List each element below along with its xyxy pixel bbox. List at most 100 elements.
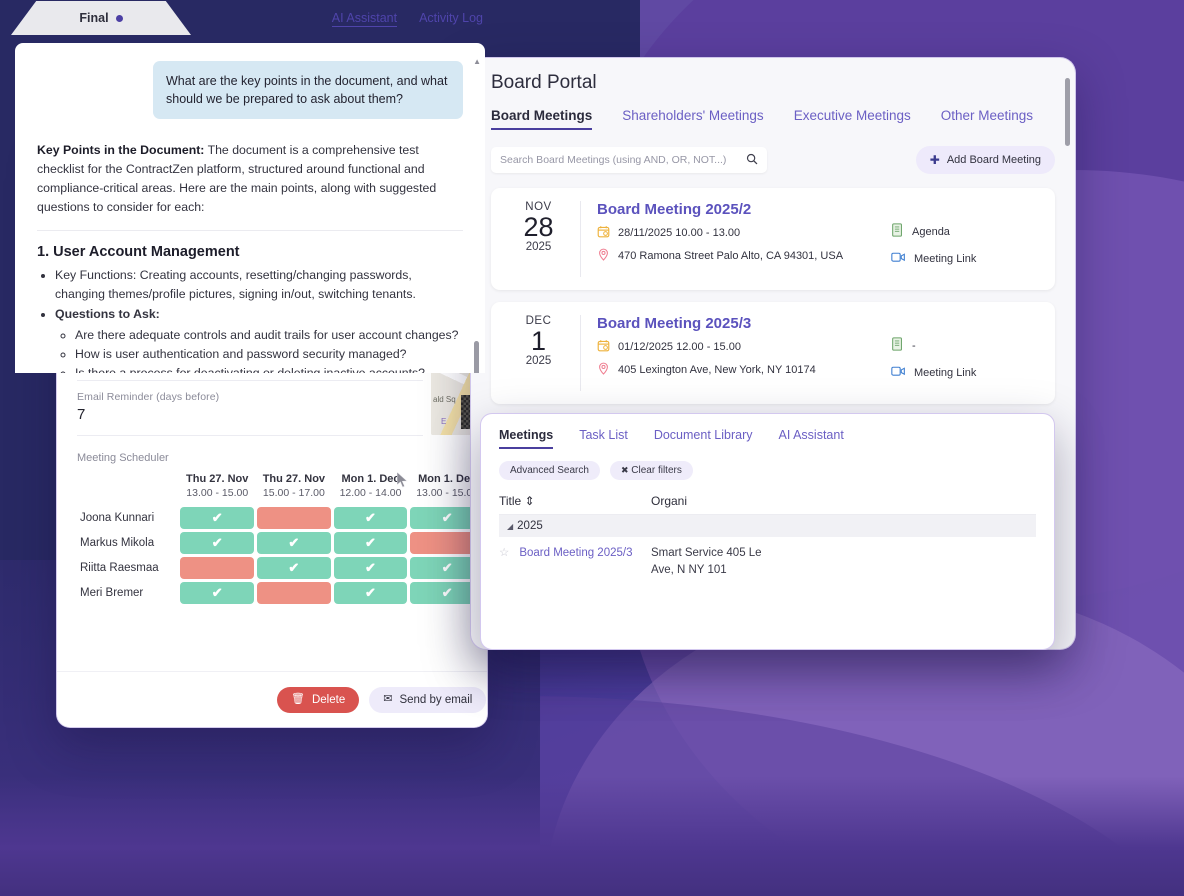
check-icon: ✔ bbox=[365, 509, 376, 525]
availability-table: Thu 27. Nov 13.00 - 15.00 Thu 27. Nov 15.00… bbox=[77, 470, 487, 607]
search-input[interactable]: Search Board Meetings (using AND, OR, NO… bbox=[491, 147, 767, 173]
tab-final[interactable]: Final bbox=[11, 1, 191, 35]
meeting-date-block: DEC 1 2025 bbox=[507, 315, 581, 391]
check-icon: ✔ bbox=[365, 534, 376, 550]
column-header-organizer[interactable]: Organi bbox=[651, 494, 688, 508]
availability-cell-no[interactable] bbox=[410, 531, 484, 554]
close-icon[interactable]: ✖ bbox=[620, 465, 629, 475]
agenda-label: Agenda bbox=[912, 225, 950, 238]
table-row[interactable]: ☆ Board Meeting 2025/3 Smart Service 405 … bbox=[499, 537, 1036, 580]
field-email-reminder: Email Reminder (days before) 7 bbox=[77, 381, 423, 436]
slot-header-3: Mon 1. Dec 13.00 - 15.00 bbox=[410, 473, 484, 504]
ai-assistant-panel: Final AI Assistant Activity Log ▲ What ar… bbox=[0, 0, 500, 388]
search-icon-glyph bbox=[746, 153, 758, 164]
star-icon[interactable]: ☆ bbox=[499, 547, 510, 559]
check-icon: ✔ bbox=[211, 534, 223, 550]
delete-button[interactable]: 🗑 Delete bbox=[277, 686, 360, 713]
video-camera-icon bbox=[891, 365, 906, 380]
meeting-title-link[interactable]: Board Meeting 2025/2 bbox=[597, 201, 752, 218]
add-board-meeting-label: Add Board Meeting bbox=[946, 154, 1041, 166]
slot-time: 15.00 - 17.00 bbox=[262, 486, 325, 499]
meeting-link-row[interactable]: Meeting Link bbox=[891, 251, 1039, 266]
tab-other-meetings[interactable]: Other Meetings bbox=[940, 108, 1034, 123]
agenda-row[interactable]: - bbox=[891, 337, 1039, 354]
chevron-down-icon[interactable]: ◢ bbox=[507, 522, 514, 531]
availability-cell-yes[interactable]: ✔ bbox=[257, 531, 331, 554]
availability-cell-yes[interactable]: ✔ bbox=[180, 506, 255, 529]
sort-icon[interactable]: ⇕ bbox=[524, 494, 535, 508]
tab-ai-assistant[interactable]: AI Assistant bbox=[331, 11, 398, 27]
meeting-location: 405 Lexington Ave, New York, NY 10174 bbox=[618, 364, 816, 376]
table-group-row[interactable]: ◢ 2025 bbox=[499, 515, 1036, 537]
slot-time: 13.00 - 15.00 bbox=[416, 486, 479, 499]
ai-panel-scrollbar[interactable] bbox=[474, 341, 479, 373]
meeting-title-link[interactable]: Board Meeting 2025/3 bbox=[597, 315, 752, 332]
meeting-title-link[interactable]: Board Meeting 2025/3 bbox=[519, 547, 633, 559]
add-board-meeting-button[interactable]: ✚ Add Board Meeting bbox=[915, 146, 1055, 174]
check-icon: ✔ bbox=[365, 584, 376, 600]
tab-board-meetings[interactable]: Board Meetings bbox=[491, 108, 593, 130]
meeting-card[interactable]: DEC 1 2025 Board Meeting 2025/3 01/12/2025 1… bbox=[491, 302, 1055, 404]
person-name: Joona Kunnari bbox=[80, 511, 155, 524]
slot-header-2: Mon 1. Dec 12.00 - 14.00 bbox=[334, 473, 408, 504]
availability-row: Riitta Raesmaa ✔ ✔ ✔ bbox=[80, 556, 484, 579]
advanced-search-chip[interactable]: Advanced Search bbox=[499, 461, 600, 480]
location-pin-icon bbox=[597, 362, 610, 378]
ai-panel-tabbar: Final AI Assistant Activity Log bbox=[1, 1, 499, 43]
year-label: 2025 bbox=[525, 241, 552, 254]
location-pin-icon bbox=[597, 248, 610, 264]
meeting-attachments: - Meeting Link bbox=[891, 315, 1039, 391]
availability-cell-yes[interactable]: ✔ bbox=[333, 556, 408, 579]
meeting-link-label: Meeting Link bbox=[914, 366, 977, 379]
availability-cell-yes[interactable]: ✔ bbox=[180, 581, 255, 604]
ai-section-title: 1. User Account Management bbox=[37, 244, 240, 261]
column-header-title[interactable]: Title ⇕ bbox=[499, 494, 651, 508]
map-label: E bbox=[441, 417, 447, 426]
availability-cell-yes[interactable]: ✔ bbox=[410, 556, 484, 579]
slot-header-1: Thu 27. Nov 15.00 - 17.00 bbox=[257, 473, 331, 504]
availability-cell-no[interactable] bbox=[257, 506, 331, 529]
tab-executive-meetings[interactable]: Executive Meetings bbox=[793, 108, 911, 123]
button-label: Delete bbox=[311, 693, 346, 706]
tab-activity-log[interactable]: Activity Log bbox=[419, 11, 483, 25]
tab-shareholders-meetings[interactable]: Shareholders' Meetings bbox=[622, 108, 764, 123]
map-label: ald Sq bbox=[433, 395, 456, 404]
availability-cell-yes[interactable]: ✔ bbox=[333, 531, 408, 554]
search-icon[interactable] bbox=[746, 153, 758, 168]
availability-cell-yes[interactable]: ✔ bbox=[333, 581, 408, 604]
field-value: 7 bbox=[77, 406, 86, 423]
check-icon: ✔ bbox=[441, 584, 453, 600]
meeting-link-row[interactable]: Meeting Link bbox=[891, 365, 1039, 380]
person-name: Markus Mikola bbox=[80, 536, 155, 549]
availability-cell-no[interactable] bbox=[180, 556, 255, 579]
availability-cell-yes[interactable]: ✔ bbox=[410, 581, 484, 604]
availability-cell-no[interactable] bbox=[257, 581, 331, 604]
table-header-row: Title ⇕ Organi bbox=[499, 488, 1036, 515]
tab-document-library[interactable]: Document Library bbox=[653, 428, 753, 442]
month-label: NOV bbox=[525, 201, 552, 213]
check-icon: ✔ bbox=[288, 534, 300, 550]
clear-filters-chip[interactable]: ✖ Clear filters bbox=[609, 461, 693, 480]
meeting-date-block: NOV 28 2025 bbox=[507, 201, 581, 277]
meeting-card[interactable]: NOV 28 2025 Board Meeting 2025/2 28/11/2025 … bbox=[491, 188, 1055, 290]
document-icon bbox=[891, 223, 904, 240]
availability-cell-yes[interactable]: ✔ bbox=[180, 531, 255, 554]
ai-panel-right-tabs: AI Assistant Activity Log bbox=[331, 11, 483, 27]
slot-header-0: Thu 27. Nov 13.00 - 15.00 bbox=[180, 473, 254, 504]
scroll-up-icon[interactable]: ▲ bbox=[473, 57, 481, 66]
board-portal-scrollbar[interactable] bbox=[1065, 78, 1070, 146]
tab-meetings[interactable]: Meetings bbox=[499, 428, 554, 449]
send-by-email-button[interactable]: ✉ Send by email bbox=[369, 686, 487, 713]
mouse-cursor-icon bbox=[397, 472, 408, 488]
agenda-row[interactable]: Agenda bbox=[891, 223, 1039, 240]
tab-ai-assistant[interactable]: AI Assistant bbox=[778, 428, 844, 442]
ai-answer-intro: Key Points in the Document: The document… bbox=[37, 141, 463, 217]
list-item: Are there adequate controls and audit tr… bbox=[75, 326, 463, 345]
column-label: Title bbox=[499, 494, 522, 508]
meeting-info: Board Meeting 2025/2 28/11/2025 10.00 - 1… bbox=[581, 201, 891, 277]
availability-cell-yes[interactable]: ✔ bbox=[333, 506, 408, 529]
availability-cell-yes[interactable]: ✔ bbox=[257, 556, 331, 579]
field-label: Email Reminder (days before) bbox=[77, 391, 220, 403]
tab-task-list[interactable]: Task List bbox=[579, 428, 628, 442]
availability-cell-yes[interactable]: ✔ bbox=[410, 506, 484, 529]
